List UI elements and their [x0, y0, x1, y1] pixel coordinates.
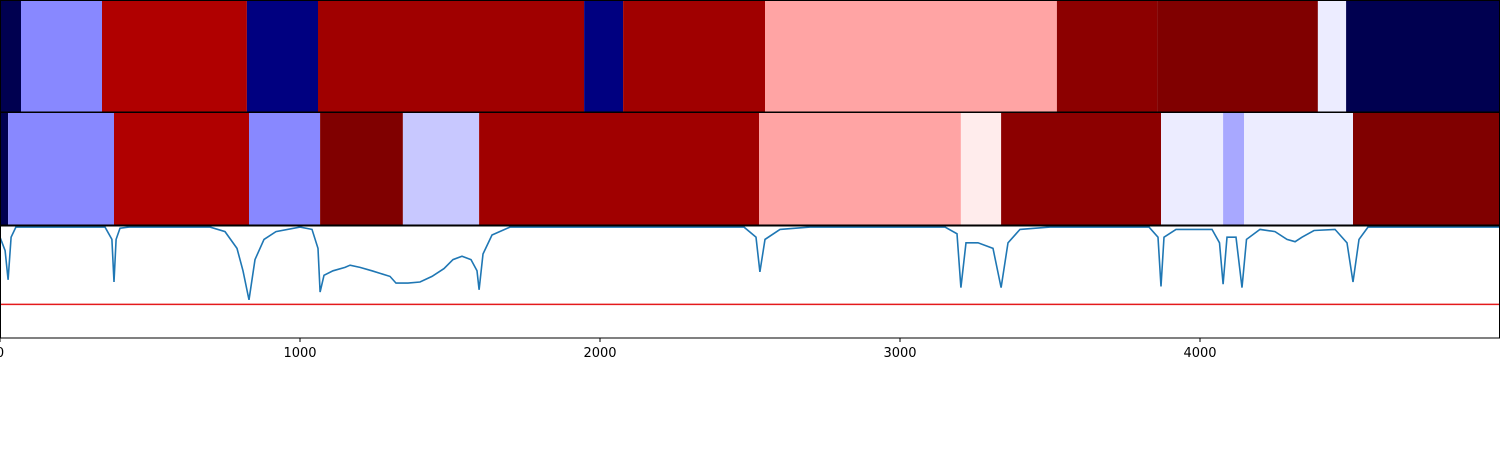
segment	[1056, 1, 1158, 112]
segment	[584, 1, 624, 112]
segment	[0, 113, 9, 225]
segment	[402, 113, 480, 225]
segment	[1317, 1, 1347, 112]
x-tick-label: 4000	[1183, 346, 1216, 361]
segment	[320, 113, 403, 225]
segment	[246, 1, 318, 112]
x-tick-label: 3000	[883, 346, 916, 361]
x-tick-label: 1000	[283, 346, 316, 361]
segment	[102, 1, 247, 112]
segment	[249, 113, 321, 225]
segment	[960, 113, 1002, 225]
segment	[1346, 1, 1500, 112]
panel-frame	[0, 225, 1500, 339]
segment	[8, 113, 115, 225]
segment	[1353, 113, 1500, 225]
segment	[623, 1, 765, 112]
segment	[759, 113, 961, 225]
segment	[1223, 113, 1245, 225]
segment	[1001, 113, 1161, 225]
segment	[0, 1, 21, 112]
segment	[1161, 113, 1224, 225]
x-tick-label: 0	[0, 346, 4, 361]
segment	[1244, 113, 1353, 225]
segment	[1157, 1, 1318, 112]
segment	[318, 1, 585, 112]
segment	[479, 113, 759, 225]
line-series	[0, 226, 1500, 301]
x-tick-label: 2000	[583, 346, 616, 361]
segment	[765, 1, 1057, 112]
segment	[114, 113, 249, 225]
segment	[21, 1, 102, 112]
